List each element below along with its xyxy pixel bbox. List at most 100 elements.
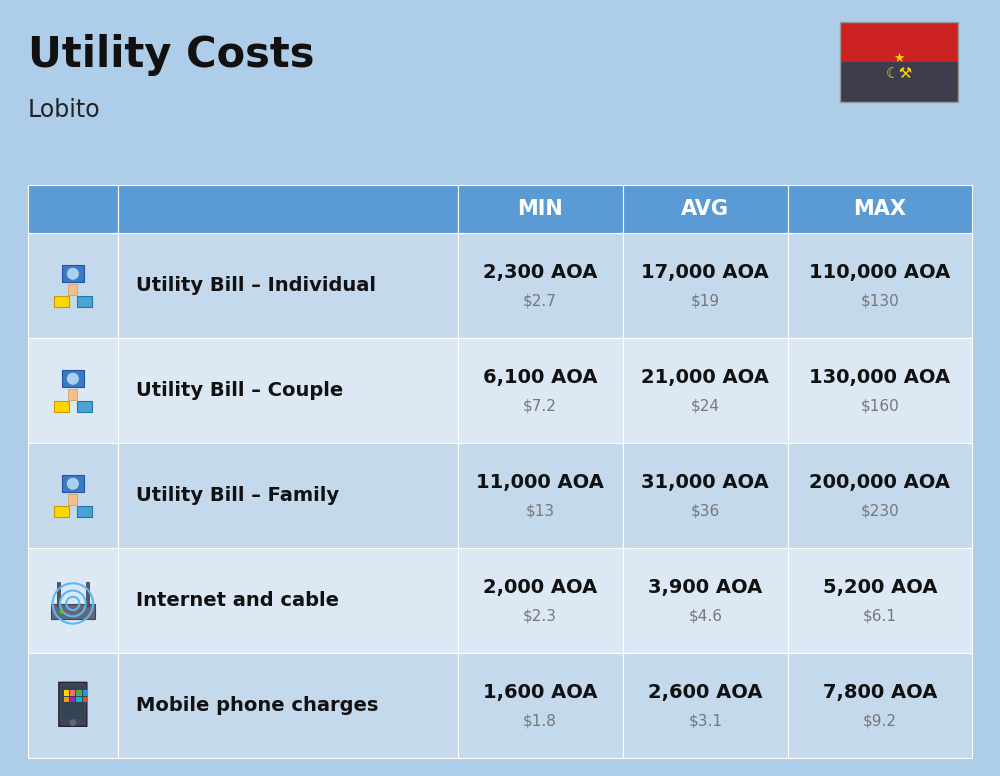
Text: $36: $36 [691, 504, 720, 518]
Text: $2.3: $2.3 [523, 608, 557, 624]
Bar [28, 653, 118, 758]
Text: $4.6: $4.6 [688, 608, 722, 624]
Bar [623, 653, 788, 758]
Bar [28, 177, 972, 185]
Bar [788, 233, 972, 338]
Circle shape [70, 720, 76, 726]
Text: $1.8: $1.8 [523, 714, 557, 729]
Text: Mobile phone charges: Mobile phone charges [136, 696, 378, 715]
Bar [76, 691, 82, 695]
Bar [788, 443, 972, 548]
Bar [76, 697, 82, 702]
Text: 1,600 AOA: 1,600 AOA [483, 684, 597, 702]
Bar [118, 185, 458, 233]
Bar [623, 233, 788, 338]
Text: 11,000 AOA: 11,000 AOA [476, 473, 604, 493]
Bar [77, 506, 92, 517]
Bar [54, 296, 69, 307]
Bar [28, 338, 118, 443]
Bar [83, 691, 88, 695]
Bar [28, 185, 118, 233]
Circle shape [66, 372, 79, 386]
Text: $3.1: $3.1 [688, 714, 722, 729]
Bar [51, 605, 95, 619]
Bar [62, 686, 84, 719]
Text: 130,000 AOA: 130,000 AOA [809, 369, 951, 387]
Bar [118, 338, 458, 443]
Text: Utility Costs: Utility Costs [28, 34, 314, 76]
Bar [68, 494, 77, 504]
Bar [28, 443, 118, 548]
Bar [118, 653, 458, 758]
Bar [788, 653, 972, 758]
Text: $130: $130 [861, 294, 899, 309]
Bar [62, 265, 84, 282]
Bar [68, 389, 77, 400]
Text: 2,000 AOA: 2,000 AOA [483, 578, 597, 598]
Bar [86, 582, 89, 606]
Text: 21,000 AOA: 21,000 AOA [641, 369, 769, 387]
Bar [623, 338, 788, 443]
Text: $230: $230 [861, 504, 899, 518]
Bar [28, 548, 118, 653]
Bar [623, 443, 788, 548]
Text: $7.2: $7.2 [523, 399, 557, 414]
Circle shape [66, 267, 79, 280]
Text: 200,000 AOA: 200,000 AOA [809, 473, 950, 493]
Text: $2.7: $2.7 [523, 294, 557, 309]
Text: 110,000 AOA: 110,000 AOA [809, 263, 951, 282]
Text: 6,100 AOA: 6,100 AOA [483, 369, 597, 387]
Bar [623, 548, 788, 653]
Bar [840, 22, 958, 102]
Text: $6.1: $6.1 [863, 608, 897, 624]
Text: ☾⚒: ☾⚒ [885, 67, 913, 81]
Circle shape [66, 477, 79, 490]
Bar [83, 697, 88, 702]
Text: Utility Bill – Couple: Utility Bill – Couple [136, 381, 343, 400]
Text: 17,000 AOA: 17,000 AOA [641, 263, 769, 282]
Text: 2,300 AOA: 2,300 AOA [483, 263, 597, 282]
Bar [118, 548, 458, 653]
Bar [788, 338, 972, 443]
Bar [70, 697, 75, 702]
Text: $9.2: $9.2 [863, 714, 897, 729]
Bar [54, 400, 69, 412]
Bar [118, 233, 458, 338]
Bar [458, 548, 623, 653]
Bar [840, 62, 958, 102]
Text: MIN: MIN [517, 199, 563, 219]
Bar [64, 691, 69, 695]
Bar [57, 582, 60, 606]
Text: Lobito: Lobito [28, 98, 101, 122]
Text: 2,600 AOA: 2,600 AOA [648, 684, 763, 702]
Bar [788, 185, 972, 233]
Bar [458, 653, 623, 758]
Bar [458, 233, 623, 338]
Text: $13: $13 [526, 504, 555, 518]
Bar [28, 233, 118, 338]
Bar [54, 506, 69, 517]
Bar [64, 697, 69, 702]
Bar [458, 443, 623, 548]
Text: $24: $24 [691, 399, 720, 414]
Bar [77, 400, 92, 412]
Bar [458, 338, 623, 443]
Bar [458, 185, 623, 233]
Text: Utility Bill – Family: Utility Bill – Family [136, 486, 339, 505]
Bar [68, 284, 77, 295]
Text: 3,900 AOA: 3,900 AOA [648, 578, 762, 598]
Bar [62, 475, 84, 492]
Bar [118, 443, 458, 548]
Text: $160: $160 [861, 399, 899, 414]
Bar [788, 548, 972, 653]
Text: Internet and cable: Internet and cable [136, 591, 339, 610]
Bar [623, 185, 788, 233]
Text: ★: ★ [893, 51, 905, 64]
Text: Utility Bill – Individual: Utility Bill – Individual [136, 276, 376, 295]
Text: $19: $19 [691, 294, 720, 309]
Circle shape [60, 609, 64, 614]
Text: 5,200 AOA: 5,200 AOA [823, 578, 937, 598]
Text: 7,800 AOA: 7,800 AOA [823, 684, 937, 702]
Bar [77, 296, 92, 307]
Bar [70, 691, 75, 695]
